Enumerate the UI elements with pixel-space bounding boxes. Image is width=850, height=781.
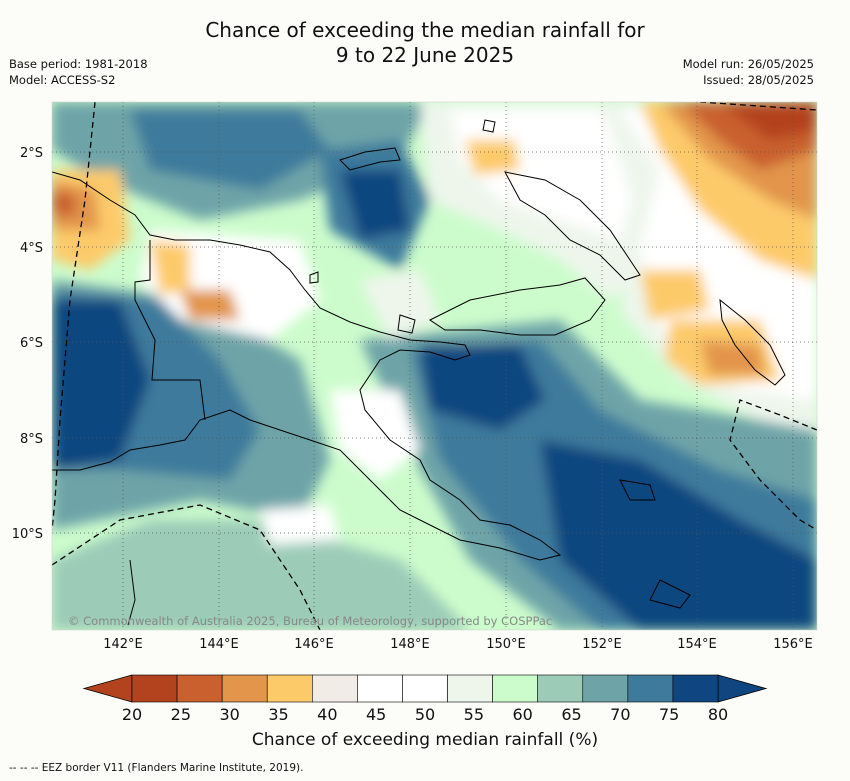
new-guinea-coast [52,171,562,561]
colorbar-tick-label: 80 [708,705,728,724]
eez-footnote: -- -- -- EEZ border V11 (Flanders Marine… [9,762,304,774]
copyright-notice: © Commonwealth of Australia 2025, Bureau… [68,614,553,628]
new-ireland-coast [339,147,401,171]
lon-label: 152°E [582,637,622,652]
meta-right: Model run: 26/05/2025 Issued: 28/05/2025 [683,56,814,88]
colorbar-bin [266,674,313,703]
issued-label: Issued: 28/05/2025 [703,73,814,87]
colorbar-bin [221,674,268,703]
new-britain-south-coast [429,277,606,336]
colorbar-tick-label: 45 [366,705,386,724]
colorbar-bin [447,674,493,703]
lat-label: 2°S [20,146,43,161]
colorbar-bin [357,674,403,703]
colorbar: 20 25 30 35 40 45 50 55 60 65 70 75 80 [82,674,768,724]
lon-label: 156°E [773,637,813,652]
colorbar-tick-label: 40 [317,705,337,724]
island-1 [397,314,416,334]
colorbar-tick-label: 25 [171,705,191,724]
colorbar-title: Chance of exceeding median rainfall (%) [251,730,599,750]
island-2 [482,119,496,133]
island-3 [309,271,319,284]
colorbar-bin [312,674,358,703]
latitude-labels: 2°S 4°S 6°S 8°S 10°S [12,146,43,542]
lat-label: 10°S [12,527,43,542]
new-britain-coast [504,171,641,281]
graticule [52,102,817,630]
island-5 [649,579,691,609]
colorbar-bin [131,674,178,703]
model-label: Model: ACCESS-S2 [9,73,116,87]
colorbar-bin [537,674,584,703]
colorbar-bin [672,674,719,703]
island-4 [619,479,656,501]
lon-label: 142°E [103,637,143,652]
colorbar-tick-label: 65 [561,705,581,724]
base-period-label: Base period: 1981-2018 [9,57,148,71]
lon-label: 150°E [486,637,526,652]
rainfall-probability-field [52,102,817,630]
colorbar-tick-label: 60 [512,705,532,724]
colorbar-tick-label: 55 [464,705,484,724]
colorbar-bin [492,674,538,703]
colorbar-tick-label: 35 [268,705,288,724]
model-run-label: Model run: 26/05/2025 [682,57,814,71]
longitude-labels: 142°E 144°E 146°E 148°E 150°E 152°E 154°E 156°E [103,637,813,652]
bougainville-coast [719,298,786,386]
lon-label: 154°E [677,637,717,652]
lon-label: 144°E [199,637,239,652]
lon-label: 146°E [294,637,334,652]
colorbar-tick-label: 30 [219,705,239,724]
map-title: Chance of exceeding the median rainfall … [0,18,850,68]
colorbar-tick-label: 50 [415,705,435,724]
colorbar-under-arrow [82,674,133,703]
colorbar-tick-label: 75 [659,705,679,724]
lat-label: 8°S [20,432,43,447]
colorbar-over-arrow [717,674,768,703]
colorbar-bin [582,674,629,703]
eez-border [52,102,817,630]
colorbar-bin [627,674,674,703]
title-line-2: 9 to 22 June 2025 [335,43,515,67]
lat-label: 6°S [20,336,43,351]
colorbar-tick-label: 70 [610,705,630,724]
map-frame [51,101,818,631]
lat-label: 4°S [20,241,43,256]
colorbar-tick-label: 20 [122,705,142,724]
lon-label: 148°E [390,637,430,652]
meta-left: Base period: 1981-2018 Model: ACCESS-S2 [9,56,148,88]
title-line-1: Chance of exceeding the median rainfall … [205,18,645,42]
colorbar-bin [402,674,448,703]
colorbar-bin [176,674,223,703]
island-6 [127,559,136,626]
border-line [134,240,206,421]
coastlines [52,119,786,626]
